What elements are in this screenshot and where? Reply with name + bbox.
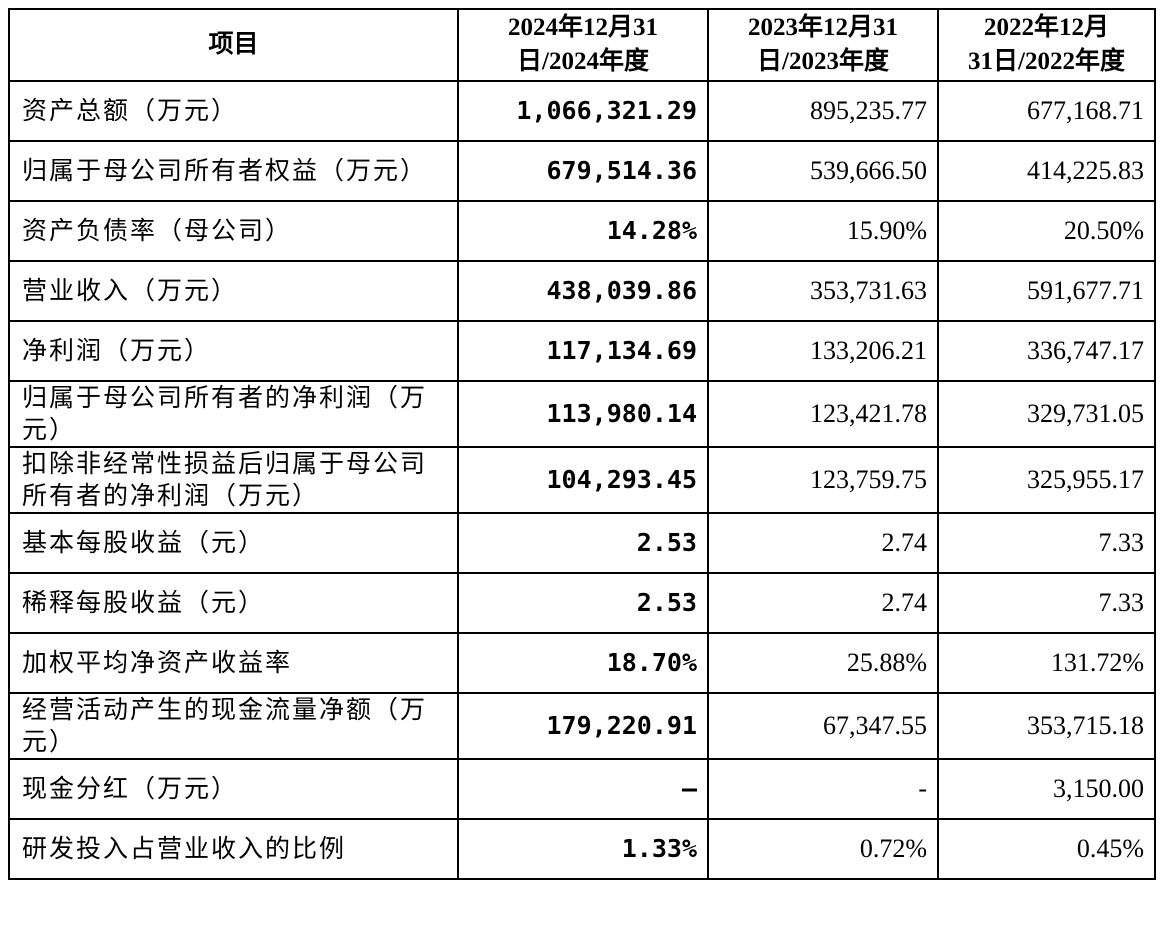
row-label: 归属于母公司所有者权益（万元）: [8, 140, 459, 202]
value-cell: 414,225.83: [937, 140, 1156, 202]
value-cell: 113,980.14: [457, 380, 709, 448]
value-cell: 895,235.77: [707, 80, 939, 142]
value-cell: 2.74: [707, 572, 939, 634]
row-label: 加权平均净资产收益率: [8, 632, 459, 694]
value-cell: 677,168.71: [937, 80, 1156, 142]
value-cell: 25.88%: [707, 632, 939, 694]
value-cell: 104,293.45: [457, 446, 709, 514]
row-label: 资产负债率（母公司）: [8, 200, 459, 262]
value-cell: 179,220.91: [457, 692, 709, 760]
value-cell: 123,759.75: [707, 446, 939, 514]
table-row: 稀释每股收益（元） 2.53 2.74 7.33: [8, 572, 1156, 634]
value-cell: 1,066,321.29: [457, 80, 709, 142]
header-cell: 项目: [8, 8, 459, 82]
value-cell: –: [457, 758, 709, 820]
table-row: 经营活动产生的现金流量净额（万元） 179,220.91 67,347.55 353,…: [8, 692, 1156, 760]
table-row: 营业收入（万元） 438,039.86 353,731.63 591,677.71: [8, 260, 1156, 322]
row-label: 研发投入占营业收入的比例: [8, 818, 459, 880]
value-cell: 3,150.00: [937, 758, 1156, 820]
value-cell: 20.50%: [937, 200, 1156, 262]
value-cell: 131.72%: [937, 632, 1156, 694]
table-row: 加权平均净资产收益率 18.70% 25.88% 131.72%: [8, 632, 1156, 694]
value-cell: 2.53: [457, 572, 709, 634]
row-label: 扣除非经常性损益后归属于母公司所有者的净利润（万元）: [8, 446, 459, 514]
header-line: 2024年12月31: [507, 14, 658, 41]
value-cell: 325,955.17: [937, 446, 1156, 514]
value-cell: 353,715.18: [937, 692, 1156, 760]
value-cell: 18.70%: [457, 632, 709, 694]
value-cell: 123,421.78: [707, 380, 939, 448]
header-line: 2022年12月: [983, 14, 1109, 41]
value-cell: 133,206.21: [707, 320, 939, 382]
header-line: 31日/2022年度: [968, 48, 1125, 75]
value-cell: 14.28%: [457, 200, 709, 262]
header-cell: 2024年12月31 日/2024年度: [457, 8, 709, 82]
row-label: 归属于母公司所有者的净利润（万元）: [8, 380, 459, 448]
value-cell: 7.33: [937, 572, 1156, 634]
value-cell: 329,731.05: [937, 380, 1156, 448]
header-line: 项目: [208, 31, 259, 58]
row-label: 营业收入（万元）: [8, 260, 459, 322]
table-row: 扣除非经常性损益后归属于母公司所有者的净利润（万元） 104,293.45 123,…: [8, 446, 1156, 514]
table-row: 净利润（万元） 117,134.69 133,206.21 336,747.17: [8, 320, 1156, 382]
value-cell: 353,731.63: [707, 260, 939, 322]
header-row: 项目 2024年12月31 日/2024年度 2023年12月31 日/2023年度 20…: [8, 8, 1156, 82]
value-cell: 539,666.50: [707, 140, 939, 202]
table-row: 资产总额（万元） 1,066,321.29 895,235.77 677,168.71: [8, 80, 1156, 142]
header-cell: 2022年12月 31日/2022年度: [937, 8, 1156, 82]
row-label: 基本每股收益（元）: [8, 512, 459, 574]
value-cell: 591,677.71: [937, 260, 1156, 322]
table-row: 基本每股收益（元） 2.53 2.74 7.33: [8, 512, 1156, 574]
row-label: 经营活动产生的现金流量净额（万元）: [8, 692, 459, 760]
value-cell: 15.90%: [707, 200, 939, 262]
value-cell: 67,347.55: [707, 692, 939, 760]
table-row: 归属于母公司所有者权益（万元） 679,514.36 539,666.50 414,2…: [8, 140, 1156, 202]
value-cell: 0.72%: [707, 818, 939, 880]
value-cell: 2.74: [707, 512, 939, 574]
financial-table: 项目 2024年12月31 日/2024年度 2023年12月31 日/2023年度 20…: [8, 8, 1156, 880]
row-label: 稀释每股收益（元）: [8, 572, 459, 634]
value-cell: 336,747.17: [937, 320, 1156, 382]
table-row: 资产负债率（母公司） 14.28% 15.90% 20.50%: [8, 200, 1156, 262]
table-row: 研发投入占营业收入的比例 1.33% 0.72% 0.45%: [8, 818, 1156, 880]
value-cell: 679,514.36: [457, 140, 709, 202]
value-cell: 1.33%: [457, 818, 709, 880]
value-cell: 0.45%: [937, 818, 1156, 880]
value-cell: 2.53: [457, 512, 709, 574]
row-label: 净利润（万元）: [8, 320, 459, 382]
header-line: 日/2024年度: [517, 48, 649, 75]
value-cell: 438,039.86: [457, 260, 709, 322]
value-cell: -: [707, 758, 939, 820]
value-cell: 117,134.69: [457, 320, 709, 382]
header-line: 日/2023年度: [757, 48, 889, 75]
header-line: 2023年12月31: [747, 14, 898, 41]
table-row: 归属于母公司所有者的净利润（万元） 113,980.14 123,421.78 329…: [8, 380, 1156, 448]
table-row: 现金分红（万元） – -3,150.00: [8, 758, 1156, 820]
value-cell: 7.33: [937, 512, 1156, 574]
row-label: 现金分红（万元）: [8, 758, 459, 820]
row-label: 资产总额（万元）: [8, 80, 459, 142]
header-cell: 2023年12月31 日/2023年度: [707, 8, 939, 82]
